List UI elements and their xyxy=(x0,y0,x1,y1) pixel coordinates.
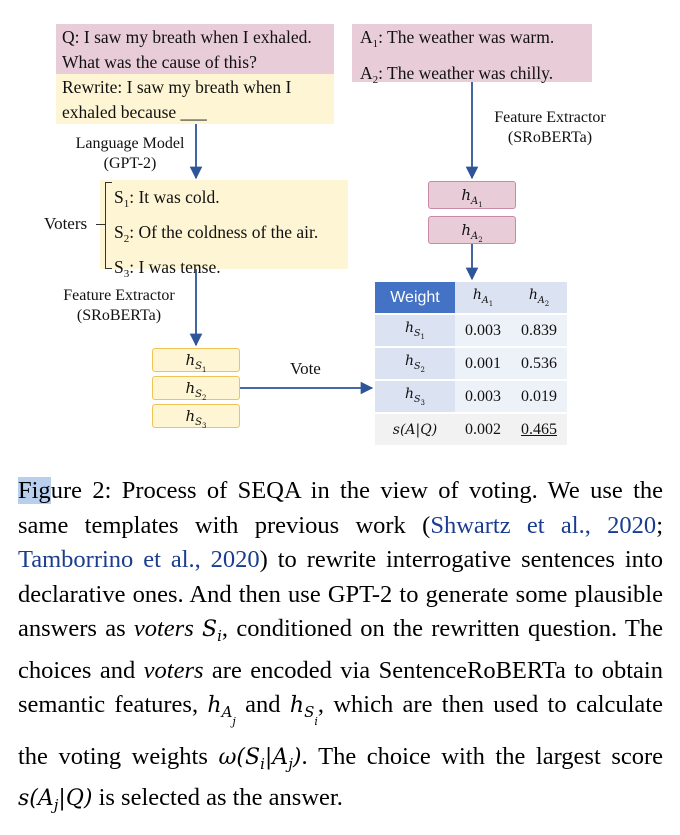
rewrite-box: Rewrite: I saw my breath when I exhaled … xyxy=(56,74,334,124)
h-a1-box: hA1 xyxy=(428,181,516,209)
score-value-a2: 0.465 xyxy=(511,413,567,447)
question-box: Q: I saw my breath when I exhaled. What … xyxy=(56,24,334,74)
cell-value: 0.001 xyxy=(455,347,511,381)
cell-value: 0.839 xyxy=(511,314,567,348)
math-h-si: hSi xyxy=(289,693,318,728)
answers-box: A1: The weather was warm. A2: The weathe… xyxy=(352,24,592,86)
table-header-weight: Weight xyxy=(375,282,455,315)
voter-2: S2: Of the coldness of the air. xyxy=(114,222,319,245)
score-value-a1: 0.002 xyxy=(455,413,511,447)
table-header-ha2: hA2 xyxy=(511,282,567,315)
table-row: hS3 0.003 0.019 xyxy=(375,380,567,414)
caption-highlight: Fig xyxy=(18,477,51,504)
voters-brace xyxy=(105,182,112,269)
rewrite-line-2: exhaled because ___ xyxy=(62,102,207,122)
cell-value: 0.003 xyxy=(455,314,511,348)
table-row: hS1 0.003 0.839 xyxy=(375,314,567,348)
vote-label: Vote xyxy=(290,359,321,378)
question-line-1: Q: I saw my breath when I exhaled. xyxy=(62,27,312,47)
math-omega: ω(Si|Aj) xyxy=(218,744,302,773)
cell-value: 0.003 xyxy=(455,380,511,414)
citation-tamborrino-link[interactable]: Tamborrino et al., 2020 xyxy=(18,546,260,573)
row-label-hs1: hS1 xyxy=(375,314,455,348)
h-s1-box: hS1 xyxy=(152,348,240,374)
table-header-ha1: hA1 xyxy=(455,282,511,315)
figure-arrows xyxy=(189,82,479,395)
question-line-2: What was the cause of this? xyxy=(62,52,257,72)
cell-value: 0.019 xyxy=(511,380,567,414)
table-score-row: s(A|Q) 0.002 0.465 xyxy=(375,413,567,447)
h-a2-box: hA2 xyxy=(428,216,516,244)
voters-label-tick xyxy=(96,224,105,225)
weight-table: Weight hA1 hA2 hS1 0.003 0.839 hS2 0.001… xyxy=(375,282,567,447)
citation-shwartz-link[interactable]: Shwartz et al., 2020 xyxy=(430,511,657,539)
cell-value: 0.536 xyxy=(511,347,567,381)
answer-1: A1: The weather was warm. xyxy=(360,27,555,50)
feature-extractor-top-label: Feature Extractor (SRoBERTa) xyxy=(494,109,606,146)
math-score: s(Aj|Q) xyxy=(18,786,93,814)
figure-caption: Figure 2: Process of SEQA in the view of… xyxy=(18,477,664,814)
table-row: hS2 0.001 0.536 xyxy=(375,347,567,381)
voter-1: S1: It was cold. xyxy=(114,187,220,210)
feature-extractor-left-label: Feature Extractor (SRoBERTa) xyxy=(63,287,175,324)
answer-2: A2: The weather was chilly. xyxy=(360,63,554,86)
score-label: s(A|Q) xyxy=(375,413,455,447)
voter-3: S3: I was tense. xyxy=(114,257,221,280)
row-label-hs2: hS2 xyxy=(375,347,455,381)
h-s2-box: hS2 xyxy=(152,376,240,402)
math-h-aj: hAj xyxy=(207,693,236,728)
language-model-label: Language Model (GPT-2) xyxy=(75,135,185,172)
voters-box: S1: It was cold. S2: Of the coldness of … xyxy=(100,180,348,280)
row-label-hs3: hS3 xyxy=(375,380,455,414)
voters-label: Voters xyxy=(44,214,88,233)
table-header-row: Weight hA1 hA2 xyxy=(375,282,567,315)
math-si: Si xyxy=(202,617,222,645)
h-s3-box: hS3 xyxy=(152,404,240,430)
rewrite-line-1: Rewrite: I saw my breath when I xyxy=(62,77,292,97)
